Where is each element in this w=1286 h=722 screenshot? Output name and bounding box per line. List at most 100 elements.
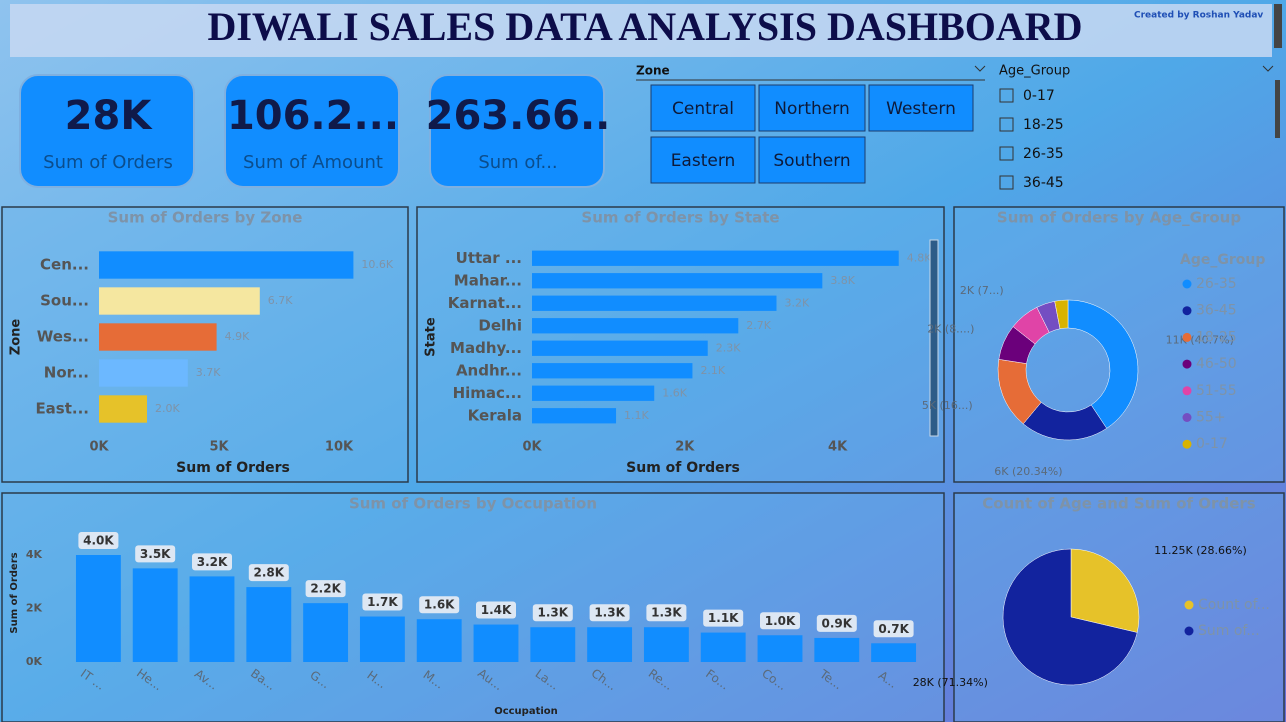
legend-marker bbox=[1182, 386, 1192, 396]
legend-label: 0-17 bbox=[1196, 436, 1228, 452]
checkbox[interactable] bbox=[999, 88, 1014, 103]
data-label-box bbox=[873, 620, 914, 638]
zone-option[interactable]: Western bbox=[886, 99, 956, 119]
legend-marker bbox=[1182, 332, 1192, 342]
y-category-label: East... bbox=[35, 400, 89, 418]
kpi-card bbox=[429, 74, 605, 188]
data-label: 1.4K bbox=[481, 603, 512, 617]
legend-label: Sum of... bbox=[1198, 623, 1260, 639]
y-category-label: Karnat... bbox=[448, 294, 522, 312]
data-label-box bbox=[305, 580, 346, 598]
data-label: 2.8K bbox=[254, 566, 285, 580]
data-label-box bbox=[589, 604, 630, 622]
data-label: 2.0K bbox=[155, 402, 180, 415]
data-label: 3.7K bbox=[196, 366, 221, 379]
legend-marker bbox=[1184, 600, 1194, 610]
data-label-box bbox=[532, 604, 573, 622]
data-label: 2.1K bbox=[700, 364, 725, 377]
data-label-box bbox=[419, 596, 460, 614]
pie-slice bbox=[1070, 548, 1140, 633]
y-tick-label: 2K bbox=[26, 602, 43, 615]
age-option[interactable]: 36-45 bbox=[1023, 175, 1064, 191]
data-label: 4.8K bbox=[907, 251, 932, 264]
kpi-value: 263.66.. bbox=[426, 93, 611, 139]
data-label-box bbox=[760, 612, 800, 630]
x-tick-label: 5K bbox=[209, 440, 229, 455]
x-tick-label: 10K bbox=[325, 440, 354, 455]
data-label: 2K (8....) bbox=[927, 322, 974, 335]
zone-option[interactable]: Eastern bbox=[671, 151, 736, 171]
checkbox[interactable] bbox=[999, 175, 1014, 190]
data-label-box bbox=[135, 545, 176, 563]
chart-title: Sum of Orders by Age_Group bbox=[997, 209, 1241, 227]
x-axis-title: Sum of Orders bbox=[176, 460, 290, 476]
bar bbox=[416, 619, 462, 662]
data-label: 1.3K bbox=[538, 606, 569, 620]
data-label: 1.0K bbox=[765, 614, 796, 628]
kpi-value: 106.2... bbox=[227, 93, 399, 139]
bar bbox=[99, 395, 147, 423]
bar bbox=[700, 632, 746, 662]
checkbox[interactable] bbox=[999, 117, 1014, 132]
donut-segment bbox=[1067, 299, 1139, 429]
scrollbar bbox=[929, 239, 939, 437]
legend-marker bbox=[1182, 413, 1192, 422]
legend-label: 18-25 bbox=[1196, 329, 1237, 345]
age-option[interactable]: 18-25 bbox=[1023, 117, 1064, 133]
data-label: 2.2K bbox=[310, 582, 341, 596]
bar bbox=[532, 273, 823, 289]
y-category-label: Uttar ... bbox=[456, 249, 522, 267]
y-category-label: Himac... bbox=[453, 384, 522, 402]
y-category-label: Andhr... bbox=[456, 361, 522, 379]
data-label: 1.6K bbox=[424, 598, 455, 612]
data-label-box bbox=[476, 601, 516, 619]
age-option[interactable]: 0-17 bbox=[1023, 88, 1055, 104]
bar bbox=[246, 587, 292, 662]
zone-button[interactable] bbox=[650, 136, 756, 184]
bar bbox=[359, 616, 405, 662]
zone-button[interactable] bbox=[650, 84, 756, 132]
chart-title: Sum of Orders by Occupation bbox=[349, 495, 597, 513]
data-label-box bbox=[192, 553, 232, 571]
data-label-box bbox=[646, 604, 687, 622]
zone-option[interactable]: Central bbox=[672, 99, 734, 119]
data-label: 28K (71.34%) bbox=[913, 676, 988, 689]
bar bbox=[99, 251, 354, 279]
bar bbox=[871, 643, 917, 662]
bar bbox=[99, 359, 188, 387]
y-category-label: Delhi bbox=[478, 316, 522, 334]
y-axis-title: Zone bbox=[9, 319, 24, 356]
bar bbox=[473, 624, 519, 662]
y-axis-title: State bbox=[424, 317, 439, 357]
zone-button[interactable] bbox=[868, 84, 974, 132]
checkbox[interactable] bbox=[999, 146, 1014, 161]
bar bbox=[132, 568, 178, 662]
legend-marker bbox=[1182, 439, 1192, 449]
slicer-title: Age_Group bbox=[999, 64, 1070, 79]
pie-slice bbox=[1002, 548, 1138, 686]
data-label-box bbox=[816, 614, 857, 632]
zone-button[interactable] bbox=[758, 84, 866, 132]
zone-option[interactable]: Northern bbox=[774, 99, 849, 119]
data-label: 1.1K bbox=[624, 409, 649, 422]
legend-label: 46-50 bbox=[1196, 356, 1237, 372]
data-label: 2.7K bbox=[746, 319, 771, 332]
bar bbox=[532, 295, 777, 311]
data-label: 1.3K bbox=[651, 606, 682, 620]
legend-label: 51-55 bbox=[1196, 383, 1237, 399]
zone-option[interactable]: Southern bbox=[773, 151, 850, 171]
data-label: 3.2K bbox=[784, 296, 809, 309]
kpi-label: Sum of... bbox=[478, 152, 557, 173]
x-tick-label: 0K bbox=[522, 440, 542, 455]
y-category-label: Madhy... bbox=[450, 339, 522, 357]
legend-label: 26-35 bbox=[1196, 276, 1237, 292]
bar bbox=[99, 287, 260, 315]
bar bbox=[532, 340, 708, 356]
data-label: 3.5K bbox=[140, 547, 171, 561]
age-option[interactable]: 26-35 bbox=[1023, 146, 1064, 162]
data-label: 0.9K bbox=[822, 616, 853, 630]
legend-marker bbox=[1182, 306, 1192, 316]
data-label: 1.3K bbox=[594, 606, 625, 620]
data-label: 4.0K bbox=[83, 534, 114, 548]
zone-button[interactable] bbox=[758, 136, 866, 184]
